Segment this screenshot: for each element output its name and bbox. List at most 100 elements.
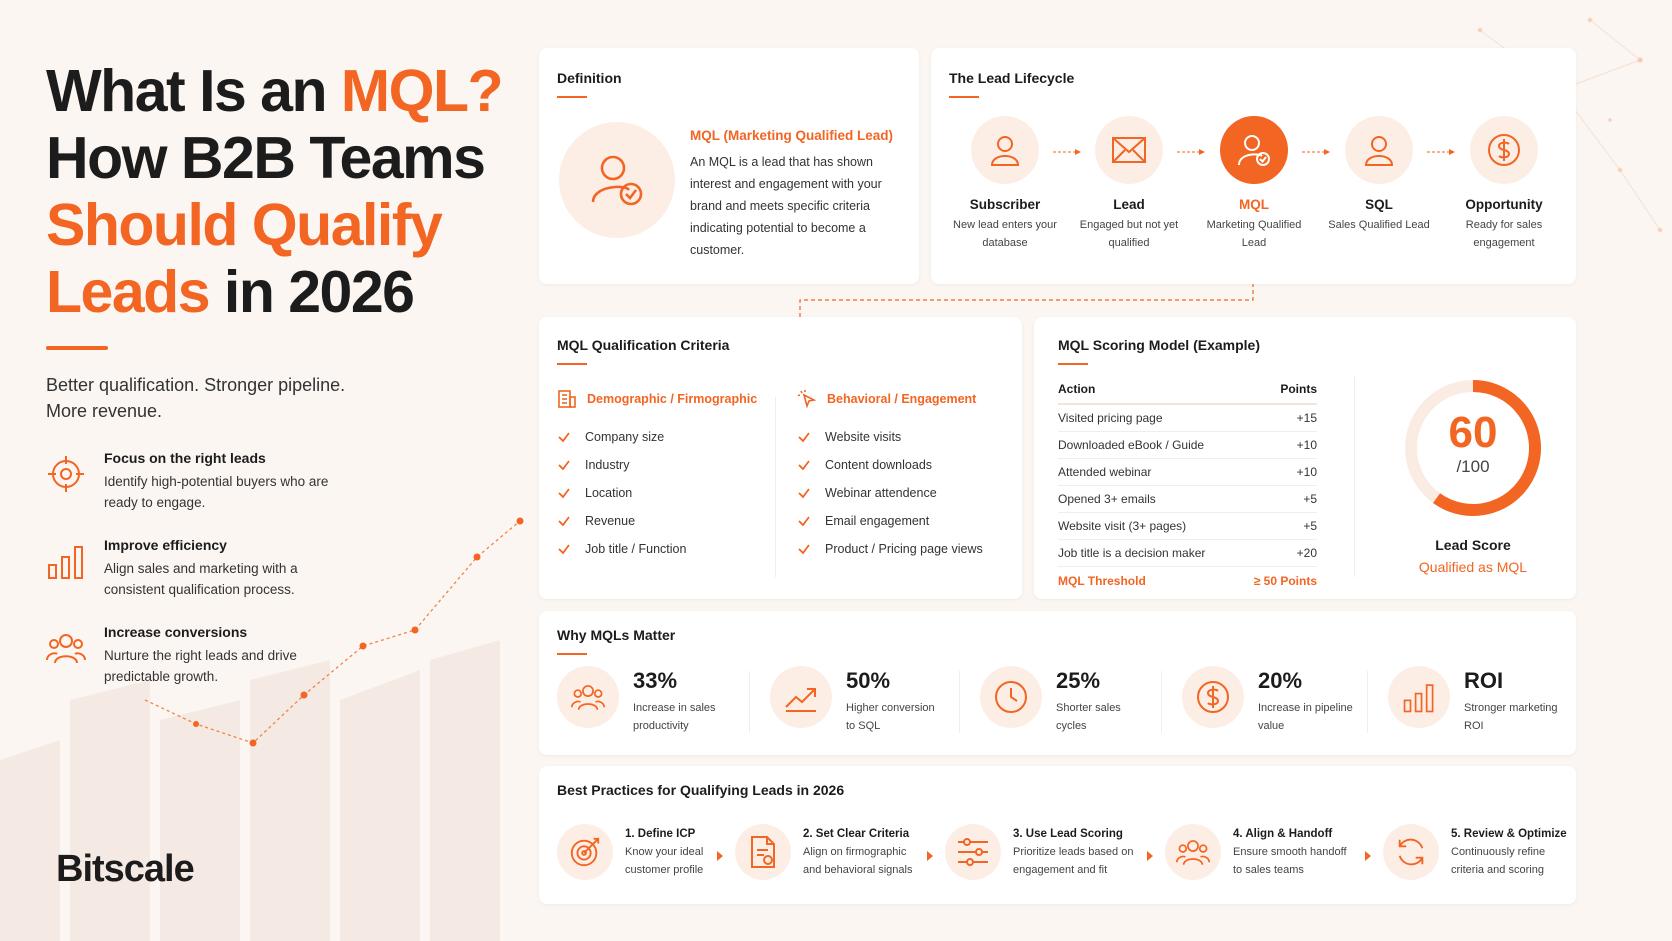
benefit-item: Focus on the right leads Identify high-p… [46,450,506,513]
step-circle [1383,824,1439,880]
dollar-icon [1488,134,1520,166]
list-item: Product / Pricing page views [797,535,983,563]
growth-point [359,642,367,650]
lifecycle-stage-mql: MQL Marketing Qualified Lead [1199,116,1309,252]
divider [749,671,750,733]
column-header: Action [1058,382,1096,396]
bitscale-logo: Bitscale [56,848,195,890]
dollar-icon [1197,681,1229,713]
stage-circle [1095,116,1163,184]
title-text: What Is an [46,58,341,124]
table-row: Visited pricing page +15 [1058,405,1317,432]
scoring-table: Action Points Visited pricing page +15 Do… [1058,375,1317,594]
card-heading: MQL Scoring Model (Example) [1058,337,1260,353]
envelope-icon [1112,137,1146,163]
stage-circle [1345,116,1413,184]
check-icon [558,488,570,499]
table-row: Website visit (3+ pages) +5 [1058,513,1317,540]
stat-circle [770,666,832,728]
practice-step: 2. Set Clear Criteria Align on firmograph… [735,824,927,880]
step-title: 2. Set Clear Criteria [803,828,910,840]
demographic-column: Demographic / Firmographic Company size … [557,389,757,563]
mql-connector-line [799,262,1254,317]
benefit-item: Improve efficiency Align sales and marke… [46,537,506,600]
score-label: Lead Score Qualified as MQL [1363,537,1583,575]
points-cell: +15 [1296,411,1317,425]
target-icon [570,837,600,867]
chevron-right-icon [717,851,723,861]
lifecycle-card: The Lead Lifecycle Subscriber New lead e… [931,48,1576,284]
refresh-icon [1398,838,1424,866]
list-item: Job title / Function [557,535,757,563]
stat-item: ROI Stronger marketing ROI [1388,666,1560,735]
lifecycle-stage-sql: SQL Sales Qualified Lead [1324,116,1434,234]
title-accent: Leads [46,259,211,325]
stage-name: Opportunity [1465,197,1543,212]
definition-avatar [559,122,675,238]
criteria-label: Industry [585,458,630,472]
benefits-list: Focus on the right leads Identify high-p… [46,450,506,687]
stage-circle-active [1220,116,1288,184]
stage-desc: Engaged but not yet qualified [1079,219,1179,249]
clock-icon [995,681,1027,713]
list-item: Revenue [557,507,757,535]
score-max: /100 [1456,457,1490,476]
practice-step: 5. Review & Optimize Continuously refine … [1383,824,1575,880]
stage-circle [1470,116,1538,184]
stat-value: 25% [1056,668,1101,693]
criteria-label: Revenue [585,514,636,528]
building-icon [558,390,576,408]
score-number: 60 [1448,408,1498,457]
title-text: in 2026 [209,259,415,325]
chevron-right-icon [1147,851,1153,861]
check-icon [798,488,810,499]
divider [1354,377,1355,577]
card-heading: Why MQLs Matter [557,627,676,643]
stage-desc: New lead enters your database [953,219,1057,249]
criteria-label: Website visits [825,430,902,444]
step-title: 3. Use Lead Scoring [1013,828,1123,840]
users-icon [46,634,86,664]
best-practices-card: Best Practices for Qualifying Leads in 2… [539,766,1576,904]
card-heading: Definition [557,70,622,86]
scoring-card: MQL Scoring Model (Example) Action Point… [1034,317,1576,599]
stat-label: Higher conversion to SQL [846,702,935,732]
criteria-card: MQL Qualification Criteria Demographic /… [539,317,1022,599]
column-title: Behavioral / Engagement [827,392,977,406]
subtitle-line: Better qualification. Stronger pipeline. [46,375,346,395]
list-item: Company size [557,423,757,451]
card-heading: MQL Qualification Criteria [557,337,730,353]
subtitle: Better qualification. Stronger pipeline.… [46,372,506,424]
heading-underline [949,96,979,98]
stat-circle [1388,666,1450,728]
practice-step: 3. Use Lead Scoring Prioritize leads base… [945,824,1137,880]
check-icon [558,516,570,527]
divider [1161,671,1162,733]
stage-name: SQL [1365,197,1393,212]
action-cell: Attended webinar [1058,465,1152,479]
criteria-label: Webinar attendence [825,486,937,500]
stat-label: Increase in sales productivity [633,702,716,732]
benefit-title: Increase conversions [104,624,248,640]
criteria-label: Content downloads [825,458,933,472]
divider [1367,671,1368,733]
chevron-right-icon [1365,851,1371,861]
check-icon [558,432,570,443]
growth-point [411,626,419,634]
stat-circle [557,666,619,728]
trend-up-icon [785,688,816,712]
sliders-icon [958,838,988,866]
heading-underline [557,363,587,365]
stage-circle [971,116,1039,184]
check-icon [798,432,810,443]
step-text: Ensure smooth handoff to sales teams [1233,846,1347,876]
step-circle [735,824,791,880]
step-title: 5. Review & Optimize [1451,828,1567,840]
heading-underline [1058,363,1088,365]
list-item: Industry [557,451,757,479]
criteria-label: Location [585,486,633,500]
score-label-title: Lead Score [1435,537,1511,553]
stage-desc: Sales Qualified Lead [1328,219,1430,231]
chevron-right-icon [927,851,933,861]
arrow-icon [1427,149,1455,155]
